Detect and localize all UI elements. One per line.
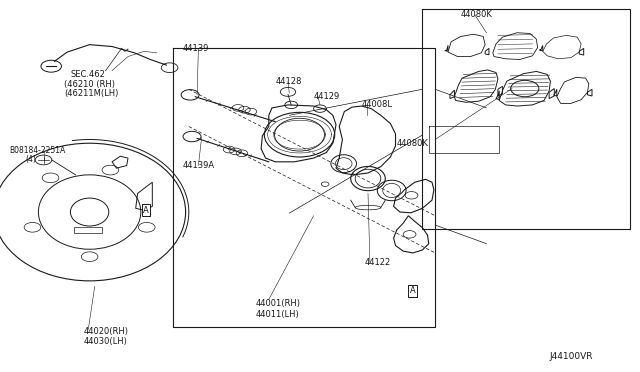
Text: B08184-2251A: B08184-2251A xyxy=(10,146,66,155)
Text: A: A xyxy=(143,206,148,215)
Text: 44020(RH): 44020(RH) xyxy=(83,327,128,336)
Text: J44100VR: J44100VR xyxy=(549,352,593,361)
Text: (46211M(LH): (46211M(LH) xyxy=(64,89,118,98)
Text: 44080K: 44080K xyxy=(461,10,493,19)
Text: 44001(RH): 44001(RH) xyxy=(256,299,301,308)
Text: 44122: 44122 xyxy=(365,258,391,267)
Text: 44139A: 44139A xyxy=(182,161,214,170)
Text: 44011(LH): 44011(LH) xyxy=(256,310,300,319)
Text: 44030(LH): 44030(LH) xyxy=(83,337,127,346)
Text: (4): (4) xyxy=(26,155,36,164)
Text: SEC.462: SEC.462 xyxy=(70,70,105,79)
Text: 44008L: 44008L xyxy=(362,100,392,109)
Text: 44080K: 44080K xyxy=(397,139,429,148)
Text: 44139: 44139 xyxy=(182,44,209,53)
Text: A: A xyxy=(410,286,415,295)
Text: 44128: 44128 xyxy=(275,77,301,86)
Text: 44129: 44129 xyxy=(314,92,340,101)
Text: (46210 (RH): (46210 (RH) xyxy=(64,80,115,89)
